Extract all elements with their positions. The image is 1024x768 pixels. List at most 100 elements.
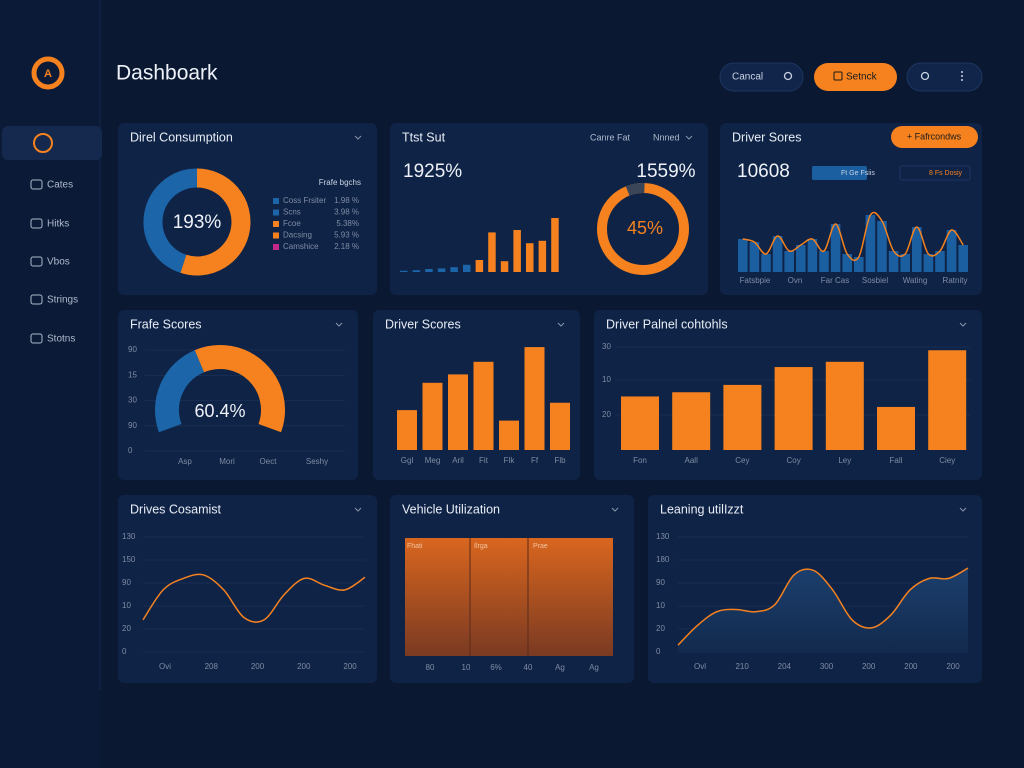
x-label: Ggl: [401, 456, 414, 465]
area: [678, 568, 968, 652]
bar: [900, 254, 910, 272]
panel-button[interactable]: [891, 126, 978, 148]
bar: [877, 221, 887, 272]
axis-label: 20: [602, 410, 611, 419]
arc-segment: [143, 168, 198, 273]
panel-title: Leaning utilIzzt: [660, 502, 744, 516]
nav-icon[interactable]: [30, 218, 43, 229]
axis-label: 180: [656, 555, 670, 564]
x-label: 200: [946, 662, 960, 671]
axis-label: 0: [128, 446, 133, 455]
x-label: 300: [820, 662, 834, 671]
search-icon[interactable]: [783, 71, 793, 81]
panel-title: Drives Cosamist: [130, 502, 222, 516]
panel-title: Vehicle Utilization: [402, 502, 500, 516]
axis-label: 20: [656, 624, 665, 633]
panel-button-label: + Fafrcondws: [907, 131, 962, 141]
nav-icon[interactable]: [33, 133, 53, 153]
panel-title: Driver Sores: [732, 130, 801, 144]
chevron[interactable]: [354, 135, 362, 140]
x-label: Ovn: [788, 276, 803, 285]
legend-value: 1.98 %: [334, 196, 359, 205]
tools-button[interactable]: [906, 62, 983, 92]
x-label: Ag: [555, 663, 565, 672]
chevron[interactable]: [335, 322, 343, 327]
axis-label: 30: [128, 396, 137, 405]
nav-icon[interactable]: [30, 256, 43, 267]
nav-icon[interactable]: [30, 179, 43, 190]
bar: [723, 384, 762, 450]
legend-chip: [812, 166, 867, 180]
axis-label: 0: [122, 647, 127, 656]
bar: [499, 420, 519, 450]
dot[interactable]: [961, 79, 963, 81]
x-label: 200: [297, 662, 311, 671]
search-icon[interactable]: [920, 71, 930, 81]
ring-stat: 1559%: [636, 161, 695, 182]
x-label: Sosbiel: [862, 276, 888, 285]
line: [677, 567, 969, 646]
axis-label: 130: [656, 532, 670, 541]
arc-segment: [194, 345, 285, 433]
bar: [958, 245, 968, 272]
axis-label: 10: [122, 601, 131, 610]
nav-icon[interactable]: [30, 333, 43, 344]
bar: [475, 260, 484, 272]
axis-label: 20: [122, 624, 131, 633]
x-label: Coy: [786, 456, 800, 465]
x-label: Ovi: [159, 662, 171, 671]
legend-name: Fcoe: [283, 219, 301, 228]
legend-chip: [899, 165, 971, 181]
stat: 1925%: [403, 161, 462, 182]
bar: [672, 392, 711, 450]
bar: [538, 240, 547, 272]
center-label: 60.4%: [194, 401, 245, 421]
x-label: Asp: [178, 457, 192, 466]
cancel-button[interactable]: [719, 62, 804, 92]
tab: Canre Fat: [590, 132, 631, 142]
x-label: 208: [205, 662, 219, 671]
chevron[interactable]: [959, 322, 967, 327]
x-label: Fon: [633, 456, 647, 465]
ring-gap: [625, 183, 645, 196]
chevron[interactable]: [611, 507, 619, 512]
dot[interactable]: [961, 71, 963, 73]
panel-title: Ttst Sut: [402, 130, 446, 144]
x-label: Ag: [589, 663, 599, 672]
bar: [877, 406, 915, 450]
chevron[interactable]: [685, 135, 693, 140]
x-label: 204: [778, 662, 792, 671]
x-label: 200: [904, 662, 918, 671]
panel-title: Driver Palnel cohtohls: [606, 317, 728, 331]
legend-name: Camshice: [283, 242, 319, 251]
axis-label: 150: [122, 555, 136, 564]
legend-swatch: [273, 232, 279, 239]
chevron[interactable]: [959, 507, 967, 512]
bar: [888, 251, 899, 272]
x-label: Ciey: [939, 456, 955, 465]
bar: [923, 254, 934, 272]
bar: [807, 239, 818, 272]
more-icon[interactable]: [961, 71, 963, 81]
x-label: 200: [343, 662, 357, 671]
dot[interactable]: [961, 75, 963, 77]
legend-value: 3.98 %: [334, 208, 359, 217]
panel-title: Direl Consumption: [130, 130, 233, 144]
chevron[interactable]: [557, 322, 565, 327]
legend-value: 5.93 %: [334, 231, 359, 240]
chevron[interactable]: [354, 507, 362, 512]
bar: [437, 268, 446, 272]
primary-button[interactable]: [814, 63, 897, 91]
legend-name: Coss Frsiter: [283, 196, 326, 205]
axis-label: 10: [602, 375, 611, 384]
legend-value: 2.18 %: [334, 242, 359, 251]
nav-icon[interactable]: [30, 294, 43, 305]
button-icon: [833, 71, 843, 81]
axis-label: 30: [602, 342, 611, 351]
bar: [524, 347, 545, 450]
x-label: Meg: [425, 456, 441, 465]
tab: Nnned: [653, 132, 680, 142]
column-label: Ilrga: [474, 543, 488, 550]
x-label: Cey: [735, 456, 749, 465]
bar: [412, 270, 421, 272]
